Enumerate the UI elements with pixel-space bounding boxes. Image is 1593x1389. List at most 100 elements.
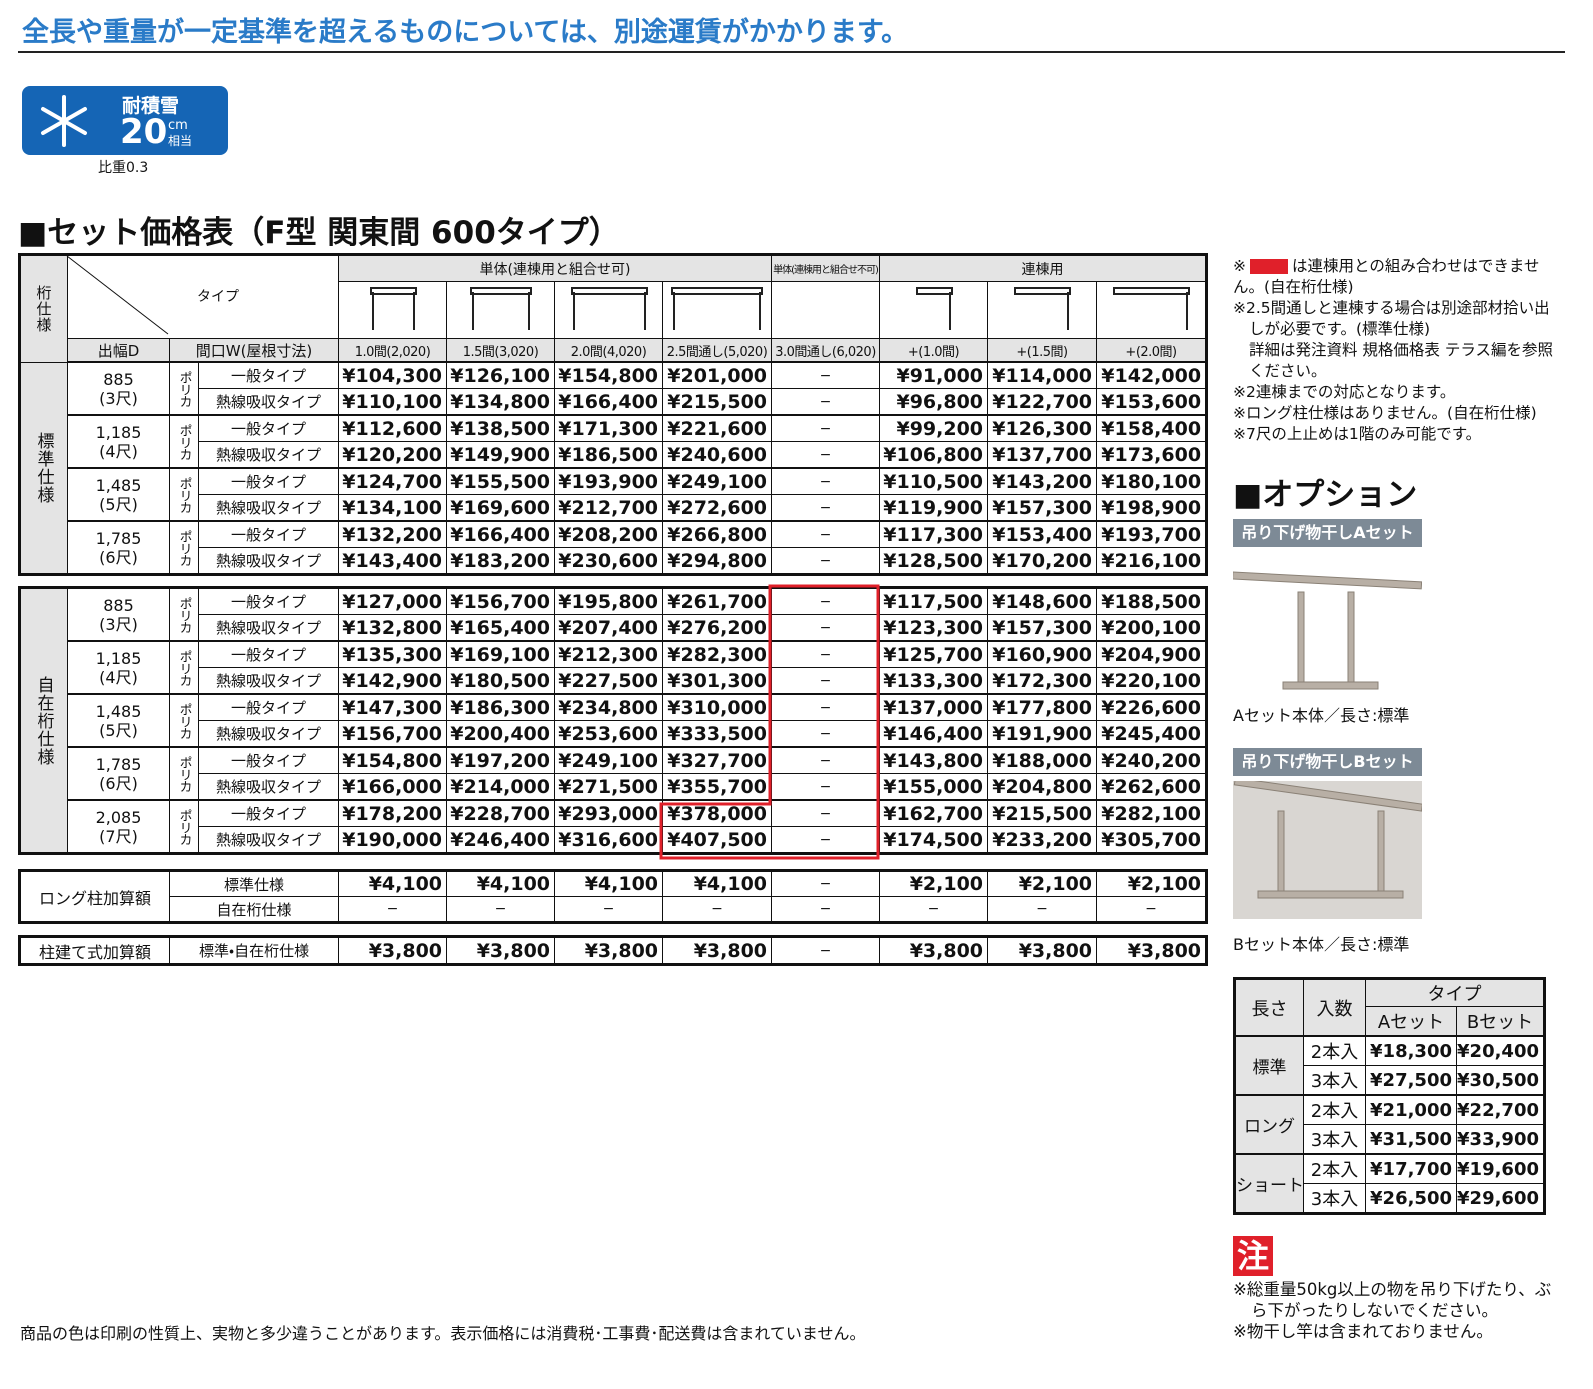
- price: ¥172,300: [987, 667, 1097, 695]
- count: 2本入: [1303, 1035, 1366, 1066]
- a-header: Aセット: [1365, 1006, 1457, 1037]
- price: ¥134,800: [446, 388, 556, 416]
- price: ¥191,900: [987, 720, 1097, 748]
- frame-icon: [338, 281, 448, 339]
- size-cell: 2,085 (7尺): [67, 799, 170, 854]
- price: ¥155,500: [446, 467, 556, 495]
- count: 3本入: [1303, 1065, 1366, 1096]
- long-spec: 標準仕様: [169, 870, 340, 897]
- size-cell: 1,185 (4尺): [67, 640, 170, 695]
- shaku: (4尺): [99, 667, 138, 687]
- price: −: [771, 826, 880, 854]
- material: ポリカ: [169, 520, 199, 575]
- price: ¥18,300: [1365, 1035, 1457, 1066]
- price: ¥207,400: [554, 614, 663, 642]
- price: −: [446, 896, 556, 923]
- notes: ※ は連棟用との組み合わせはできません。(自在桁仕様) ※2.5間通しと連棟する場…: [1233, 256, 1558, 445]
- price: ¥183,200: [446, 547, 556, 575]
- type: 一般タイプ: [198, 746, 339, 774]
- size-cell: 1,485 (5尺): [67, 467, 170, 522]
- label-row: 出幅D 間口W(屋根寸法) 1.0間(2,020) 1.5間(3,020) 2.0間(4…: [20, 338, 1208, 363]
- price: ¥26,500: [1365, 1183, 1457, 1214]
- depth: 1,785: [95, 528, 142, 548]
- price: −: [771, 746, 880, 774]
- long-label: ロング柱加算額: [18, 870, 171, 923]
- price-row: 2,085 (7尺) ポリカ 一般タイプ ¥178,200 ¥228,700 ¥293,00…: [20, 799, 1207, 854]
- price: −: [771, 640, 880, 668]
- post-label: 柱建て式加算額: [18, 936, 171, 965]
- column-header: +(1.0間): [879, 338, 989, 363]
- price: ¥301,300: [662, 667, 772, 695]
- price: −: [771, 693, 880, 721]
- caution-mark: 注: [1233, 1236, 1273, 1276]
- frame-icon: [554, 281, 664, 339]
- price: ¥195,800: [554, 586, 663, 615]
- price: ¥327,700: [662, 746, 772, 774]
- price: ¥166,400: [554, 388, 664, 416]
- count: 2本入: [1303, 1094, 1366, 1125]
- price: ¥333,500: [662, 720, 772, 748]
- frame-icon: [771, 281, 881, 339]
- footer-note: 商品の色は印刷の性質上、実物と多少違うことがあります。表示価格には消費税･工事費…: [20, 1324, 866, 1343]
- price: ¥158,400: [1096, 414, 1208, 442]
- note-mark: ※: [1233, 257, 1246, 275]
- price: ¥155,000: [879, 773, 988, 801]
- price: ¥186,500: [554, 441, 664, 469]
- price: ¥407,500: [662, 826, 772, 854]
- price: ¥4,100: [338, 870, 448, 897]
- hanger-svg: [1233, 777, 1424, 899]
- price: ¥201,000: [662, 361, 773, 389]
- price: ¥177,800: [987, 693, 1097, 721]
- price: ¥262,600: [1096, 773, 1207, 801]
- price: ¥246,400: [446, 826, 555, 854]
- price: ¥282,100: [1096, 799, 1207, 827]
- column-header: 2.5間通し(5,020): [662, 338, 773, 363]
- section-title: ■セット価格表（F型 関東間 600タイプ）: [18, 215, 620, 251]
- price: ¥132,800: [338, 614, 447, 642]
- price: −: [771, 547, 881, 575]
- column-header: +(2.0間): [1096, 338, 1208, 363]
- option-row: 標準 2本入 ¥18,300 ¥20,400: [1234, 1035, 1545, 1096]
- frame-icon: [879, 281, 989, 339]
- price: ¥200,400: [446, 720, 555, 748]
- option-image: [1233, 777, 1424, 919]
- price: ¥153,600: [1096, 388, 1208, 416]
- shaku: (3尺): [99, 614, 138, 634]
- price: ¥240,600: [662, 441, 773, 469]
- price: ¥120,200: [338, 441, 448, 469]
- shaku: (3尺): [99, 388, 138, 408]
- price: ¥221,600: [662, 414, 773, 442]
- price: ¥142,000: [1096, 361, 1208, 389]
- type: 一般タイプ: [197, 414, 340, 442]
- price: ¥3,800: [446, 936, 556, 965]
- price: ¥200,100: [1096, 614, 1207, 642]
- depth: 885: [103, 369, 134, 389]
- price: ¥233,200: [987, 826, 1097, 854]
- price: ¥99,200: [879, 414, 989, 442]
- price: ¥305,700: [1096, 826, 1207, 854]
- option-row: 3本入 ¥31,500 ¥33,900: [1235, 1124, 1545, 1155]
- price: ¥2,100: [879, 870, 989, 897]
- price: ¥249,100: [554, 746, 663, 774]
- note: ※ロング柱仕様はありません。(自在桁仕様): [1233, 404, 1537, 422]
- price: −: [662, 896, 773, 923]
- price: ¥293,000: [554, 799, 663, 827]
- shaku: (6尺): [99, 547, 138, 567]
- price: ¥149,900: [446, 441, 556, 469]
- type: 熱線吸収タイプ: [197, 388, 340, 416]
- price: ¥170,200: [987, 547, 1098, 575]
- length: 標準: [1234, 1035, 1304, 1096]
- price: ¥226,600: [1096, 693, 1207, 721]
- long-row: 自在桁仕様 − − − − − − − −: [20, 896, 1208, 923]
- price: ¥316,600: [554, 826, 663, 854]
- price: ¥91,000: [879, 361, 989, 389]
- price: ¥137,000: [879, 693, 988, 721]
- price: ¥106,800: [879, 441, 989, 469]
- price-row: 熱線吸収タイプ ¥143,400 ¥183,200 ¥230,600 ¥294,800−…: [20, 547, 1208, 575]
- count: 2本入: [1303, 1153, 1366, 1184]
- price: ¥154,800: [338, 746, 447, 774]
- price: ¥230,600: [554, 547, 664, 575]
- section-name: 標準仕様: [19, 361, 68, 575]
- price: ¥143,400: [338, 547, 448, 575]
- type: 一般タイプ: [197, 361, 340, 389]
